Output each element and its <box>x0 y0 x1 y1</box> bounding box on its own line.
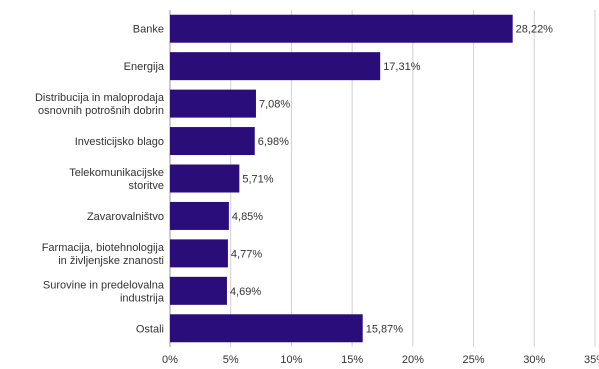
value-label-6: 4,85% <box>232 211 263 223</box>
x-tick-label-25: 25% <box>463 354 485 366</box>
bar-9 <box>170 314 363 343</box>
value-label-8: 4,69% <box>230 286 261 298</box>
x-tick-label-35: 35% <box>584 354 599 366</box>
bar-1 <box>170 14 513 43</box>
value-label-1: 28,22% <box>516 24 554 36</box>
bar-7 <box>170 239 228 268</box>
value-label-4: 6,98% <box>258 136 289 148</box>
bar-6 <box>170 201 229 230</box>
bar-8 <box>170 276 227 305</box>
category-label-5: Telekomunikacijske storitve <box>69 167 164 192</box>
x-tick-label-20: 20% <box>402 354 424 366</box>
category-label-6: Zavarovalništvo <box>87 211 164 223</box>
bars <box>170 14 513 343</box>
x-tick-label-10: 10% <box>280 354 302 366</box>
category-label-1: Banke <box>133 24 164 36</box>
category-label-8: Surovine in predelovalna industrija <box>43 279 165 304</box>
category-label-2: Energija <box>124 61 165 73</box>
value-label-7: 4,77% <box>231 248 262 260</box>
bar-3 <box>170 89 256 118</box>
value-label-3: 7,08% <box>259 99 290 111</box>
bar-4 <box>170 127 255 156</box>
category-label-7: Farmacija, biotehnologija in življenjske … <box>42 242 165 267</box>
category-label-3: Distribucija in maloprodaja osnovnih potr… <box>35 92 165 117</box>
x-tick-label-5: 5% <box>223 354 239 366</box>
value-label-5: 5,71% <box>242 174 273 186</box>
x-axis-tick-labels: 0% 5% 10% 15% 20% 25% 30% 35% <box>162 354 599 366</box>
category-labels: Banke Energija Distribucija in maloprodaja… <box>35 24 165 336</box>
x-tick-label-0: 0% <box>162 354 178 366</box>
value-label-2: 17,31% <box>383 61 421 73</box>
value-labels: 28,22% 17,31% 7,08% 6,98% 5,71% 4,85% 4,77% 4,6… <box>230 24 553 336</box>
x-tick-label-15: 15% <box>341 354 363 366</box>
category-label-9: Ostali <box>136 323 164 335</box>
x-tick-label-30: 30% <box>523 354 545 366</box>
bar-5 <box>170 164 240 193</box>
value-label-9: 15,87% <box>366 323 404 335</box>
bar-2 <box>170 52 381 81</box>
category-label-4: Investicijsko blago <box>75 136 164 148</box>
